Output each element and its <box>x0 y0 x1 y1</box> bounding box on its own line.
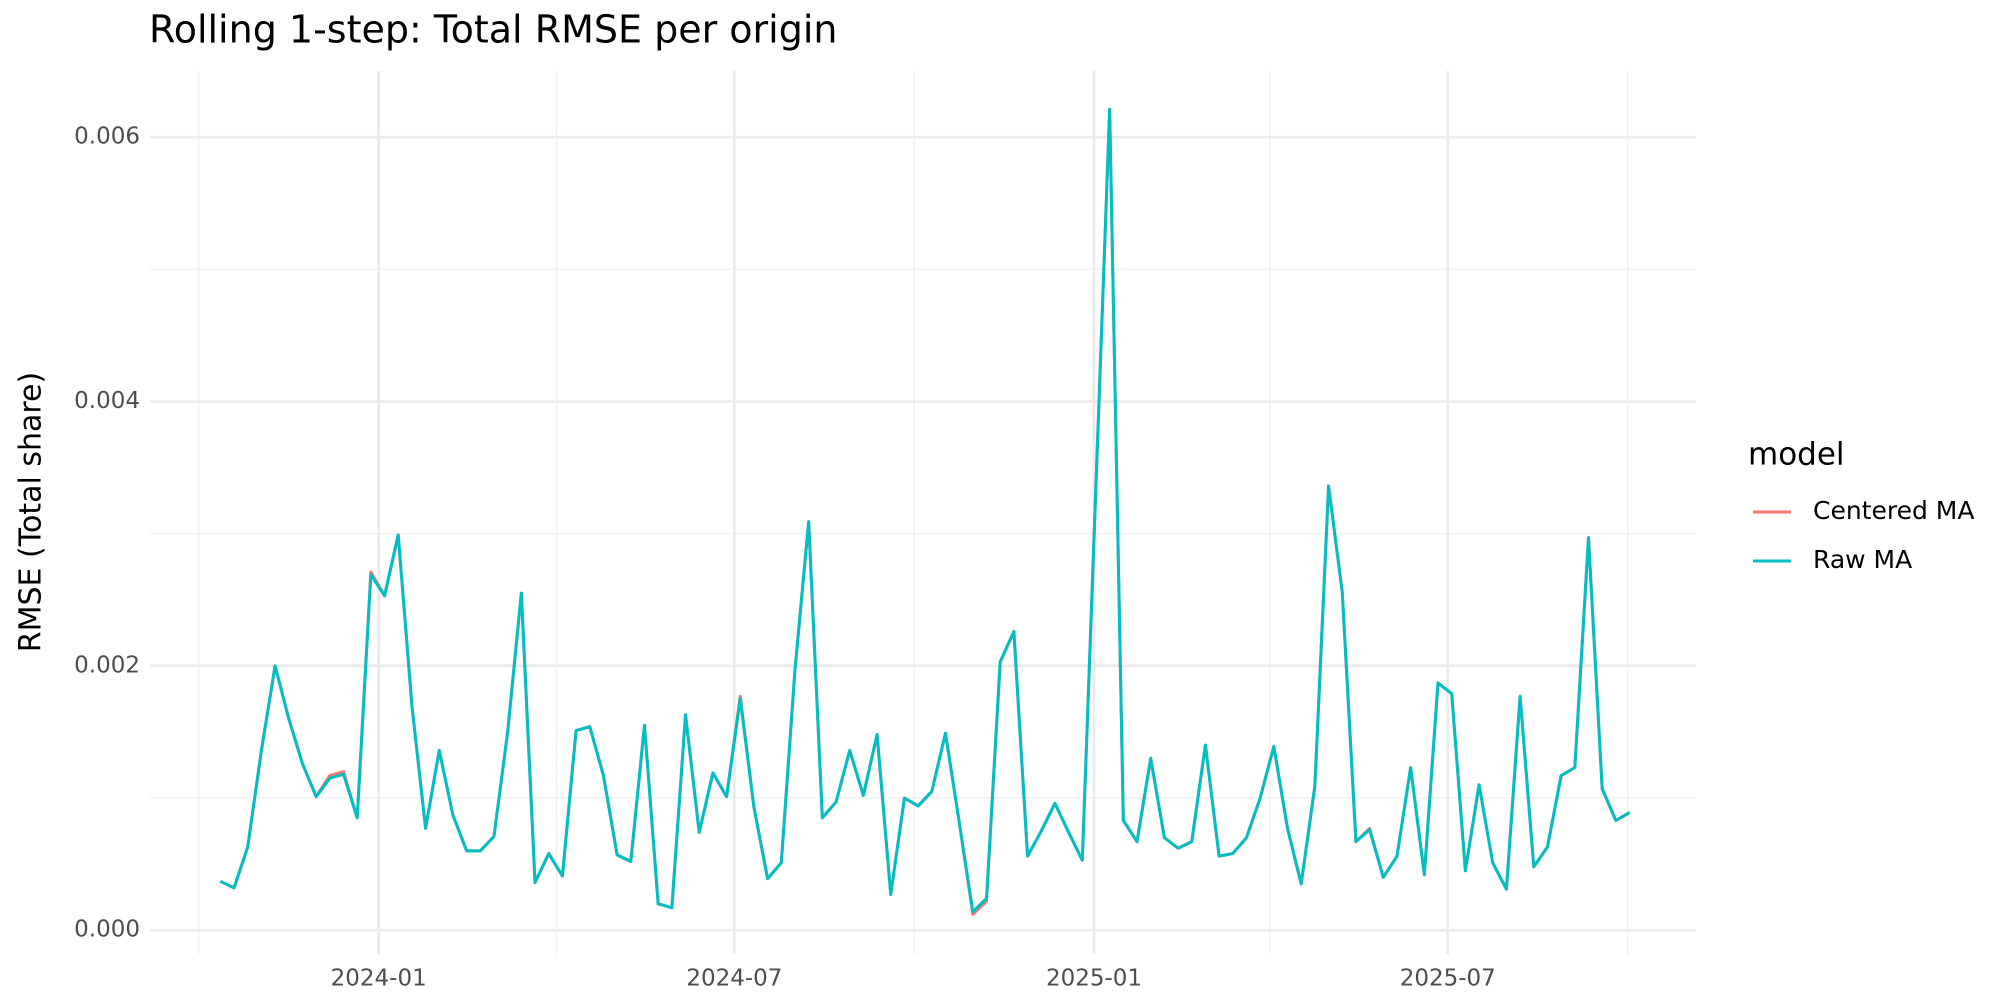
y-tick-label: 0.004 <box>74 388 140 414</box>
y-axis-label: RMSE (Total share) <box>14 372 49 652</box>
x-tick-label: 2024-07 <box>686 966 782 992</box>
grid: 0.000 0.002 0.004 0.006 2024-01 2024-07 2025-0… <box>74 71 1696 992</box>
x-tick-label: 2025-07 <box>1400 966 1496 992</box>
chart-title: Rolling 1-step: Total RMSE per origin <box>149 8 838 52</box>
x-tick-label: 2025-01 <box>1046 966 1142 992</box>
legend-label: Raw MA <box>1813 545 1912 574</box>
y-tick-label: 0.000 <box>74 917 140 943</box>
x-tick-label: 2024-01 <box>331 966 427 992</box>
lines <box>219 107 1631 916</box>
y-tick-label: 0.006 <box>74 124 140 150</box>
series-line <box>219 107 1631 914</box>
legend: Centered MA Raw MA <box>1753 496 1974 574</box>
legend-label: Centered MA <box>1813 496 1974 525</box>
y-tick-label: 0.002 <box>74 652 140 678</box>
legend-title: model <box>1748 437 1845 473</box>
